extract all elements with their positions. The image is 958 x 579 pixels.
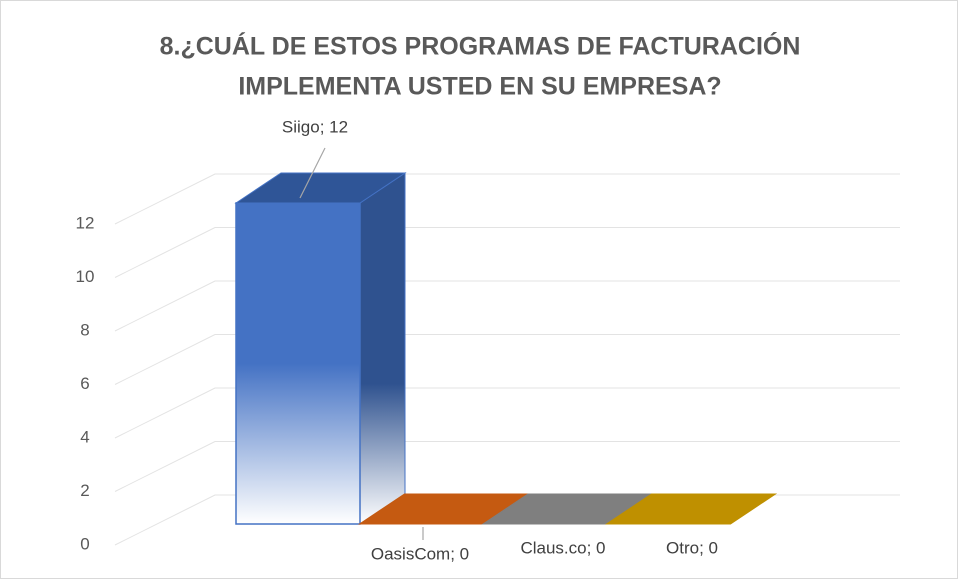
chart-title: 8.¿CUÁL DE ESTOS PROGRAMAS DE FACTURACIÓ…	[160, 31, 801, 61]
leader-line	[299, 147, 326, 199]
bar	[235, 202, 361, 525]
y-tick-label: 4	[80, 427, 89, 446]
data-label: Otro; 0	[666, 538, 718, 557]
y-tick-label: 2	[80, 481, 89, 500]
chart-title: IMPLEMENTA USTED EN SU EMPRESA?	[238, 73, 721, 101]
bar-side	[359, 172, 406, 525]
y-tick-label: 0	[80, 534, 89, 553]
y-tick-label: 6	[80, 374, 89, 393]
bar-top	[234, 172, 407, 204]
y-tick-label: 10	[76, 267, 95, 286]
grid-line	[114, 280, 900, 332]
bar	[604, 493, 778, 525]
grid-line	[114, 441, 900, 492]
data-label: Siigo; 12	[282, 117, 348, 136]
grid-line	[114, 227, 900, 278]
data-label: Claus.co; 0	[520, 538, 605, 557]
grid-line	[114, 387, 900, 439]
grid-line	[114, 334, 900, 385]
y-tick-label: 8	[80, 320, 89, 339]
y-tick-label: 12	[76, 213, 95, 232]
grid-line	[114, 173, 900, 225]
data-label: OasisCom; 0	[371, 544, 469, 563]
